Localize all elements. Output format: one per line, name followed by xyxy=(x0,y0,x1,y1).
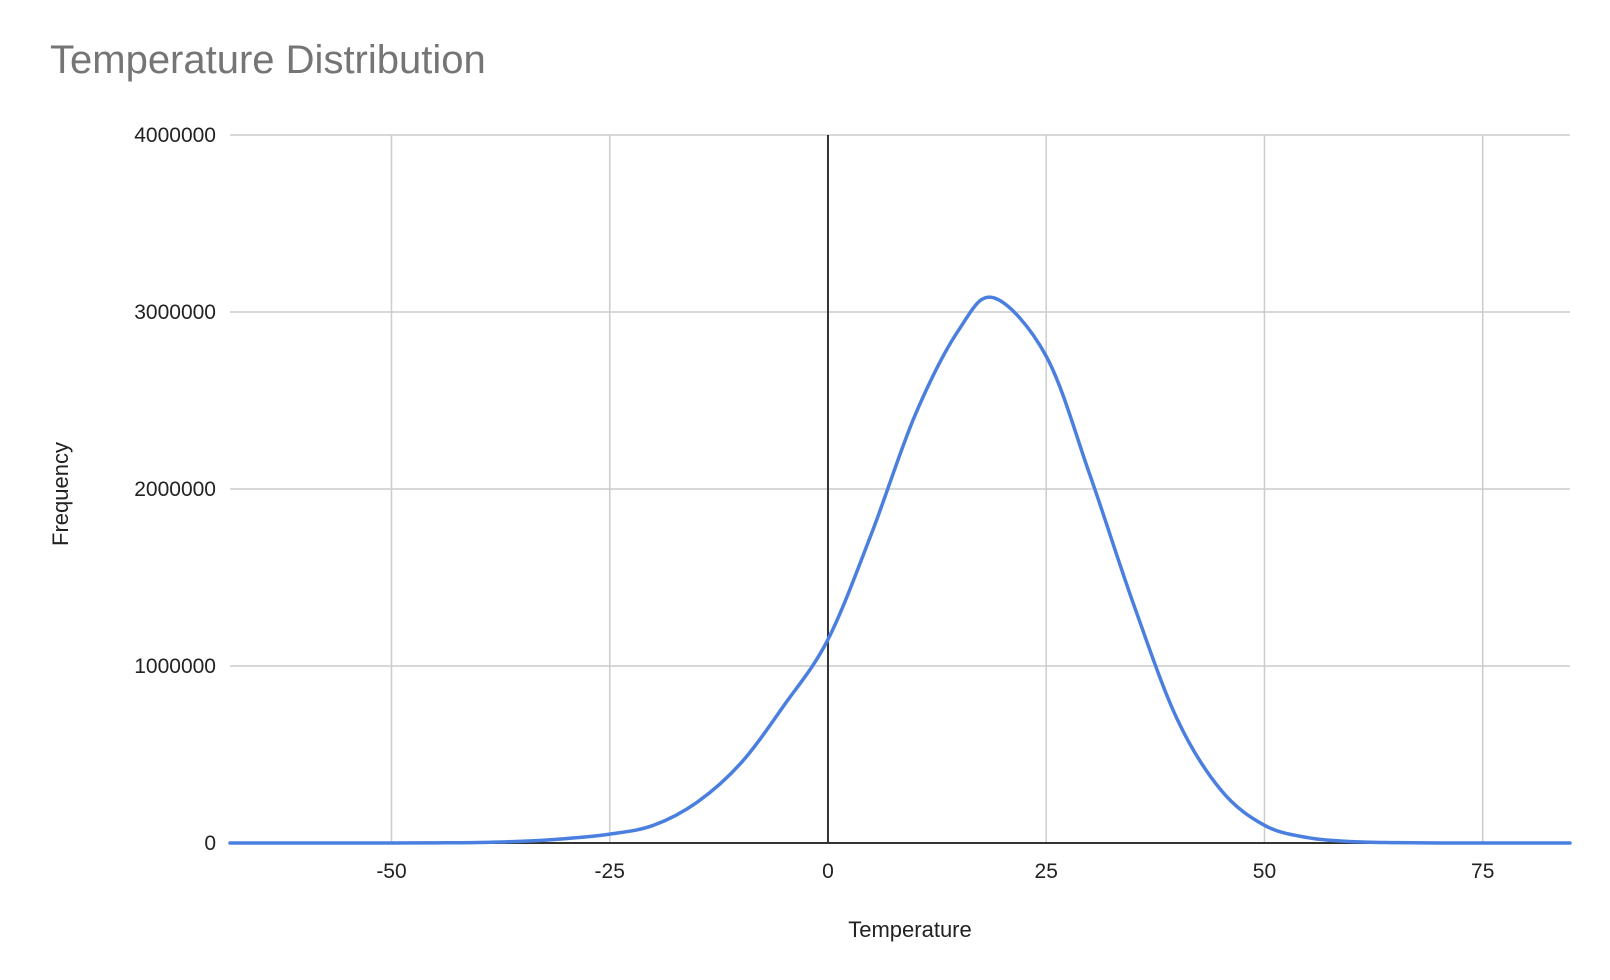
series-layer xyxy=(228,295,1572,845)
grid-lines xyxy=(230,134,1570,843)
y-axis-title: Frequency xyxy=(48,442,73,546)
x-tick-label: 75 xyxy=(1471,860,1494,883)
y-tick-label: 4000000 xyxy=(134,124,216,147)
x-tick-label: 50 xyxy=(1253,860,1276,883)
x-tick-label: 25 xyxy=(1035,860,1058,883)
series-line xyxy=(228,295,1572,845)
x-axis-title: Temperature xyxy=(848,917,972,942)
x-tick-label: -25 xyxy=(595,860,625,883)
x-tick-label: 0 xyxy=(822,860,834,883)
tick-labels: 0 1000000 2000000 3000000 4000000 -50 -25 0 25 50… xyxy=(134,124,1494,883)
y-tick-label: 0 xyxy=(204,832,216,855)
chart-title: Temperature Distribution xyxy=(50,38,486,82)
y-tick-label: 2000000 xyxy=(134,478,216,501)
x-tick-label: -50 xyxy=(376,860,406,883)
y-tick-label: 1000000 xyxy=(134,655,216,678)
y-tick-label: 3000000 xyxy=(134,301,216,324)
